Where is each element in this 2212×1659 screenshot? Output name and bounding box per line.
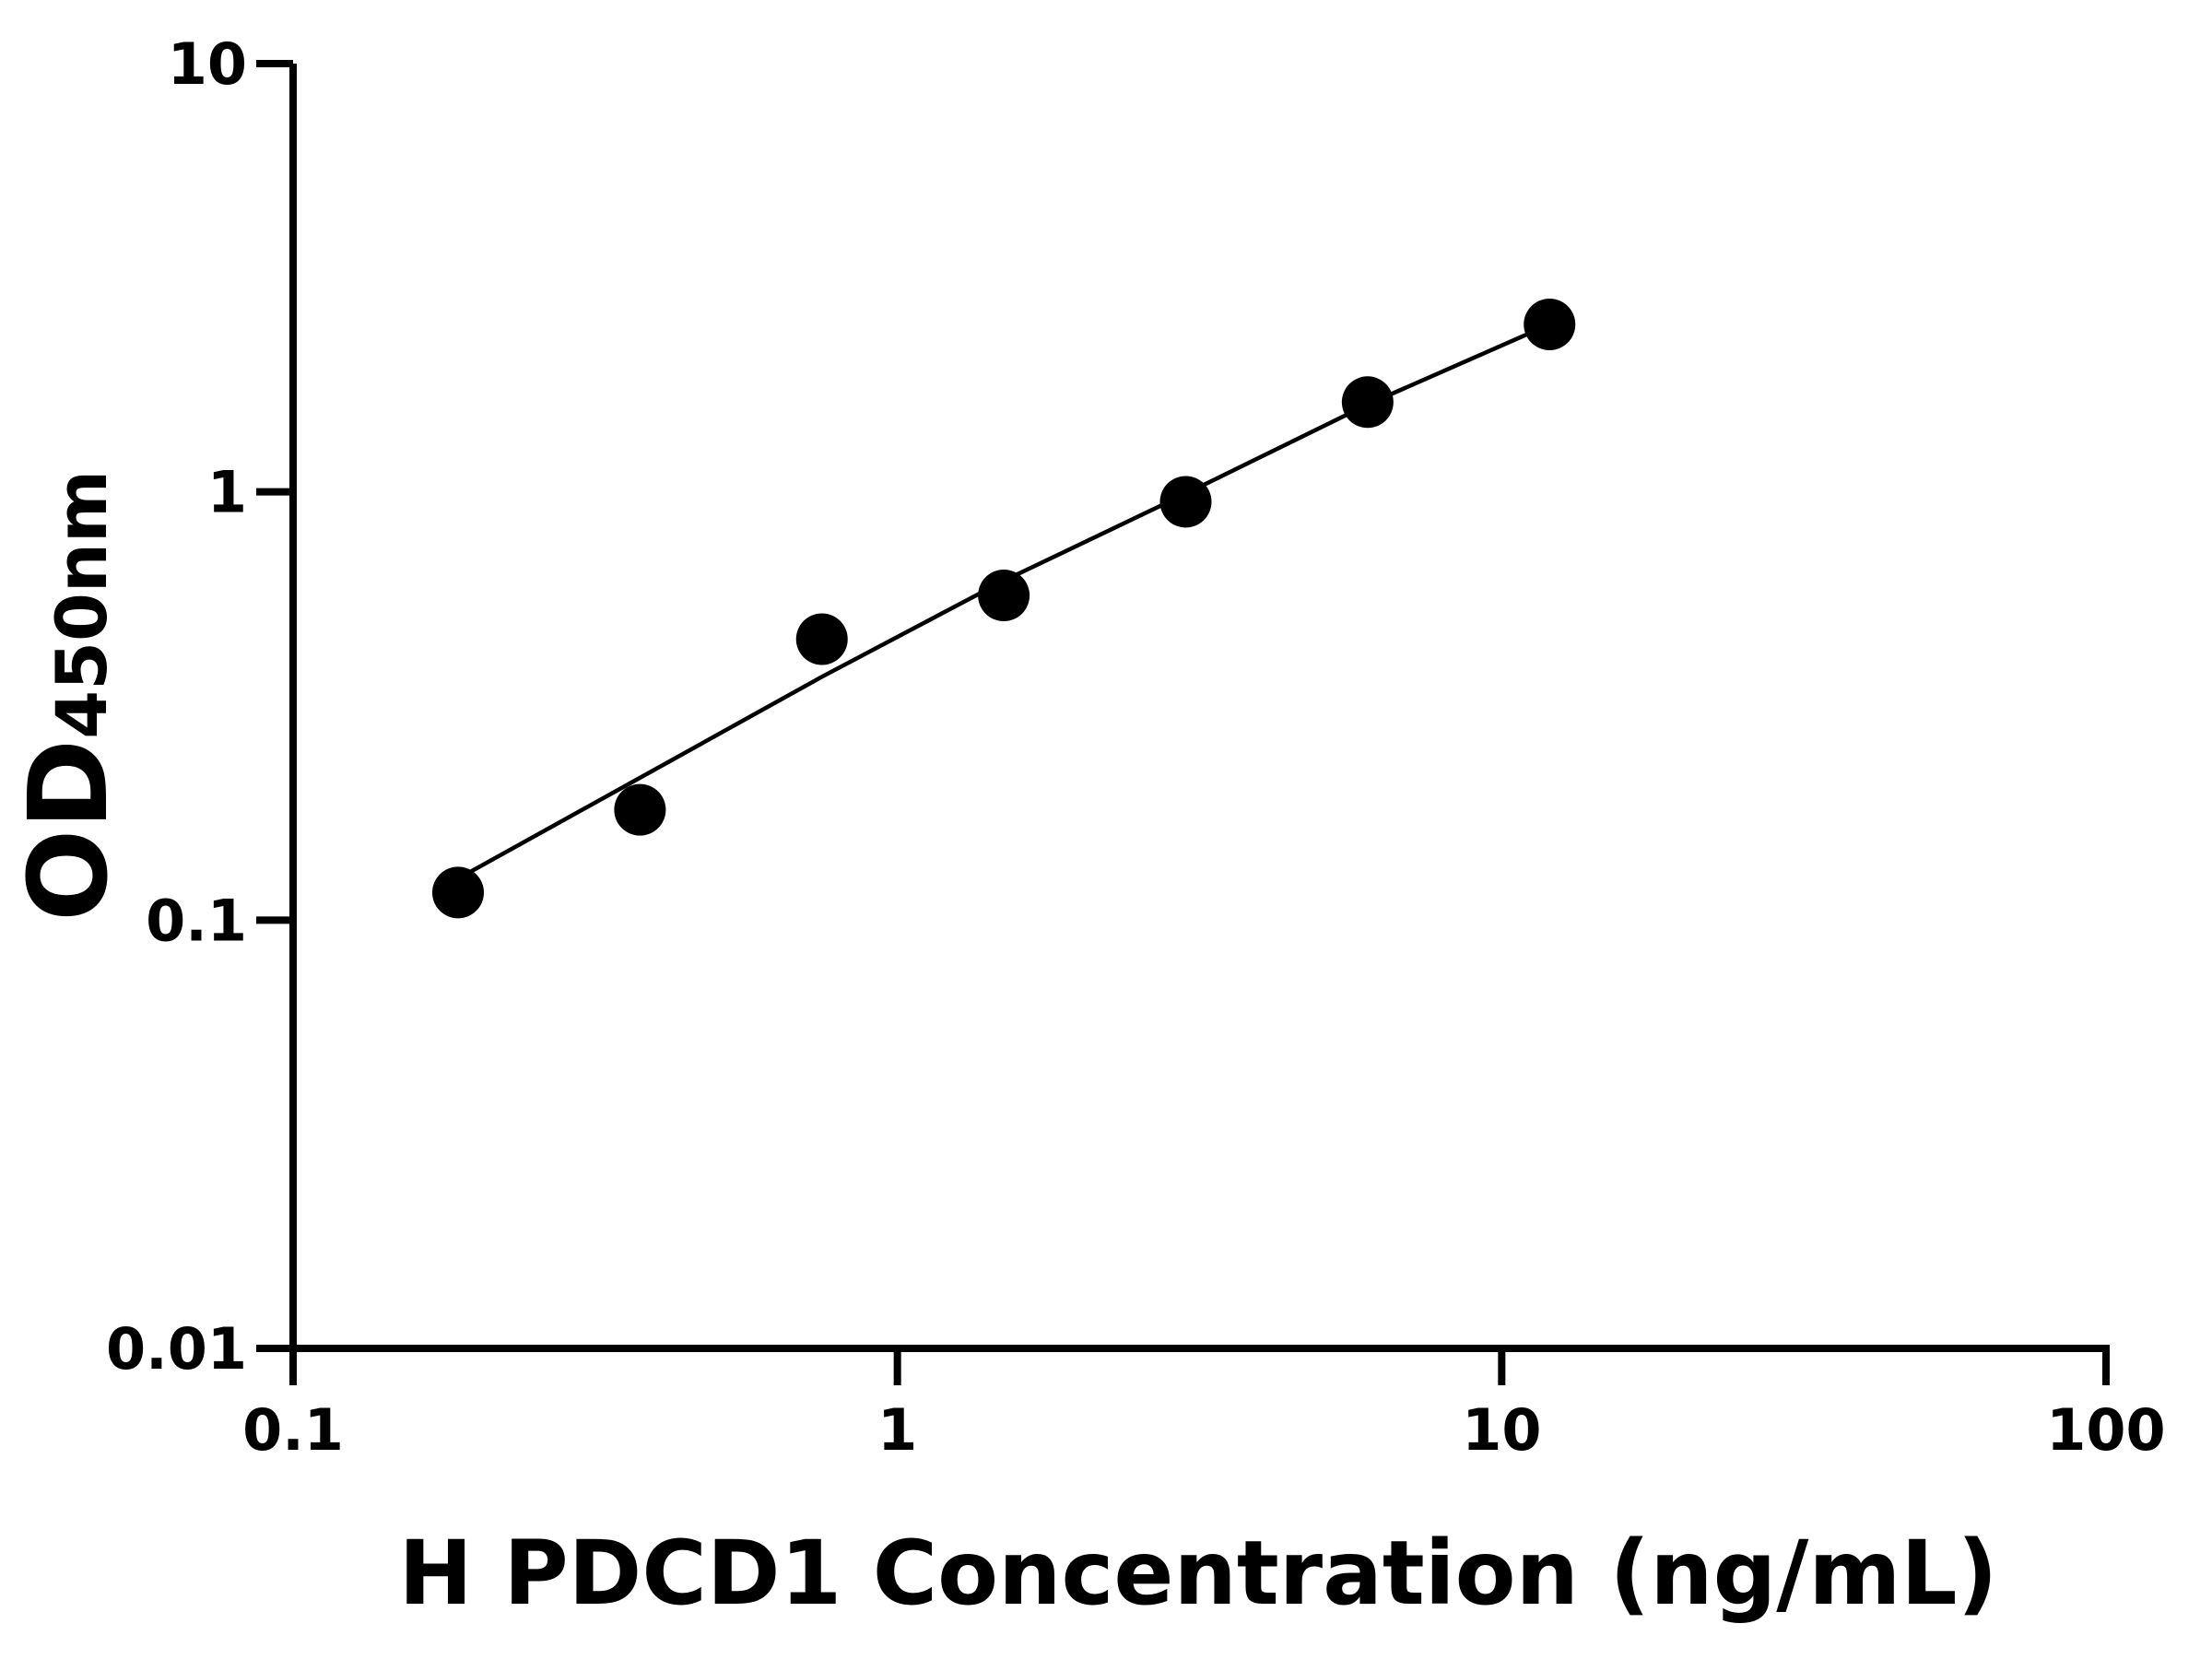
data-point [1341, 376, 1394, 429]
data-point [795, 613, 848, 665]
x-tick-label: 1 [877, 1396, 917, 1464]
y-axis-title: OD450nm [5, 470, 132, 922]
data-point [614, 783, 666, 836]
y-tick-label: 10 [168, 30, 247, 98]
x-tick-label: 0.1 [242, 1396, 344, 1464]
x-tick-label: 10 [1462, 1396, 1541, 1464]
x-axis-title: H PDCD1 Concentration (ng/mL) [399, 1522, 1998, 1625]
y-axis-title-sub: 450nm [41, 470, 123, 739]
data-point [1159, 476, 1212, 528]
data-point [978, 570, 1030, 622]
y-tick-label: 0.01 [106, 1315, 247, 1382]
data-points [431, 299, 1576, 919]
data-point [1524, 299, 1576, 351]
x-tick-label: 100 [2046, 1396, 2165, 1464]
y-tick-label: 0.1 [146, 887, 247, 954]
axes: 0.1 1 10 100 0.01 0.1 1 10 [106, 30, 2166, 1464]
data-point [431, 866, 484, 919]
y-tick-label: 1 [207, 459, 247, 526]
y-axis-title-main: OD [5, 739, 132, 922]
